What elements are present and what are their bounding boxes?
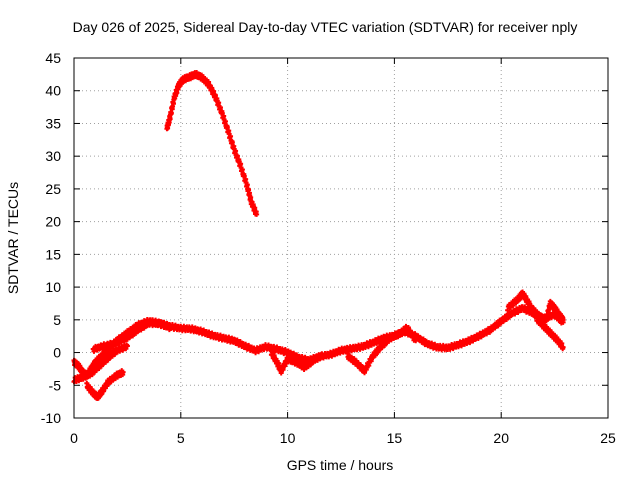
data-point [120,369,126,375]
grid-lines [74,58,608,418]
y-tick-label: 40 [45,83,61,99]
data-point [560,317,566,323]
data-point [167,325,173,331]
data-point [361,370,367,376]
tick-labels: 0 5 10 15 20 25 -10 -5 0 5 10 15 20 25 30 35 40 45 [41,50,616,446]
y-tick-label: 45 [45,50,61,66]
data-point [405,325,411,331]
data-point [254,211,260,217]
x-tick-label: 15 [387,430,403,446]
data-point [219,110,225,116]
y-tick-label: -5 [49,377,62,393]
y-axis-label: SDTVAR / TECUs [5,182,21,294]
data-point [319,353,325,359]
x-tick-label: 10 [280,430,296,446]
data-point [234,153,240,159]
data-point [244,182,250,188]
data-points [71,70,566,401]
x-axis-label: GPS time / hours [287,457,394,473]
y-tick-label: 15 [45,246,61,262]
data-point [217,104,223,110]
y-tick-label: 30 [45,148,61,164]
data-point [167,116,173,122]
y-tick-label: -10 [41,410,61,426]
x-tick-label: 20 [493,430,509,446]
data-point [543,318,549,324]
data-point [368,358,374,364]
y-tick-label: 35 [45,115,61,131]
data-point [223,118,229,124]
plot-border [73,57,609,419]
data-point [170,101,176,107]
y-tick-label: 20 [45,214,61,230]
y-tick-label: 0 [53,345,61,361]
data-point [224,124,230,130]
axis-ticks [73,57,609,419]
data-point [413,338,419,344]
data-point [560,344,566,350]
data-point [239,167,245,173]
data-point [124,343,130,349]
x-tick-label: 5 [177,430,185,446]
data-point [228,133,234,139]
chart-title: Day 026 of 2025, Sidereal Day-to-day VTE… [73,19,578,35]
x-tick-label: 0 [70,430,78,446]
y-tick-label: 25 [45,181,61,197]
data-point [229,139,235,145]
data-point [241,173,247,179]
x-tick-label: 25 [600,430,616,446]
y-tick-label: 10 [45,279,61,295]
y-tick-label: 5 [53,312,61,328]
data-point [212,92,218,98]
